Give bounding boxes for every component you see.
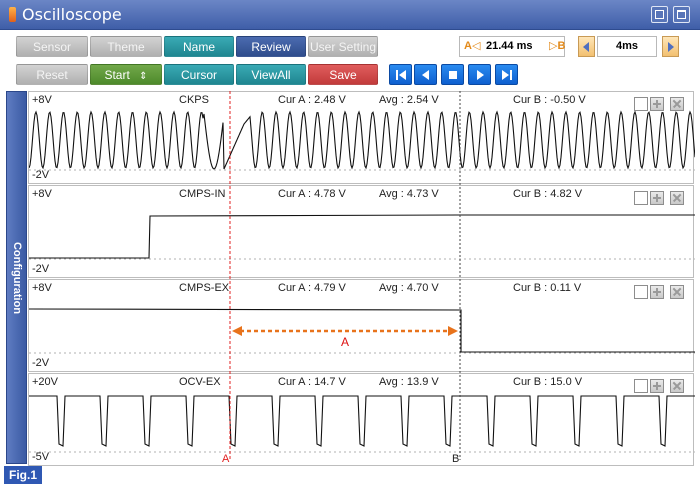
cursor-time-value: 21.44 ms — [486, 40, 533, 52]
reset-button[interactable]: Reset — [16, 64, 88, 85]
stop-button[interactable] — [441, 64, 464, 85]
channel-cmps-ex: +8V -2V CMPS-EX Cur A : 4.79 V Avg : 4.7… — [28, 279, 695, 372]
restore-window-icon[interactable] — [651, 6, 668, 23]
channel-avg: Avg : 4.73 V — [379, 188, 439, 200]
last-button[interactable] — [495, 64, 518, 85]
channel-top-scale: +8V — [32, 94, 52, 106]
channel-cur-a: Cur A : 4.79 V — [278, 282, 346, 294]
channel-select-checkbox[interactable] — [634, 285, 648, 299]
name-button[interactable]: Name — [164, 36, 234, 57]
channel-add-icon[interactable] — [650, 191, 664, 205]
channel-close-icon[interactable] — [670, 191, 684, 205]
channel-ckps: +8V -2V CKPS Cur A : 2.48 V Avg : 2.54 V… — [28, 91, 695, 184]
cursor-button[interactable]: Cursor — [164, 64, 234, 85]
cursor-a-marker: A◁ — [464, 40, 481, 52]
channel-name: CKPS — [179, 94, 209, 106]
channel-cur-b: Cur B : 0.11 V — [513, 282, 582, 294]
figure-label: Fig.1 — [4, 466, 42, 484]
channel-bottom-scale: -2V — [32, 357, 50, 369]
title-bar: Oscilloscope — [0, 0, 700, 30]
channel-cur-b: Cur B : -0.50 V — [513, 94, 586, 106]
previous-button[interactable] — [414, 64, 437, 85]
window-title: Oscilloscope — [22, 5, 122, 24]
channel-cur-b: Cur B : 15.0 V — [513, 376, 583, 388]
channel-close-icon[interactable] — [670, 379, 684, 393]
channel-select-checkbox[interactable] — [634, 379, 648, 393]
channel-bottom-scale: -5V — [32, 451, 50, 463]
channel-waveform — [29, 110, 695, 171]
stop-icon — [449, 71, 457, 79]
channel-ocv-ex: +20V -5V OCV-EX Cur A : 14.7 V Avg : 13.… — [28, 373, 695, 466]
channel-add-icon[interactable] — [650, 285, 664, 299]
first-button[interactable] — [389, 64, 412, 85]
channel-name: OCV-EX — [179, 376, 221, 388]
user-setting-button[interactable]: User Setting — [308, 36, 378, 57]
configuration-tab[interactable]: Configuration — [6, 91, 27, 464]
toolbar: Sensor Theme Name Review User Setting Re… — [0, 31, 700, 87]
viewall-button[interactable]: ViewAll — [236, 64, 306, 85]
channel-close-icon[interactable] — [670, 97, 684, 111]
channel-top-scale: +8V — [32, 188, 52, 200]
channel-cur-a: Cur A : 14.7 V — [278, 376, 346, 388]
channel-cmps-in: +8V -2V CMPS-IN Cur A : 4.78 V Avg : 4.7… — [28, 185, 695, 278]
skip-last-icon — [502, 70, 512, 80]
channel-top-scale: +20V — [32, 376, 58, 388]
start-button-label: Start — [104, 68, 130, 82]
scale-decrease-button[interactable] — [578, 36, 595, 57]
channel-avg: Avg : 13.9 V — [379, 376, 439, 388]
channel-bottom-scale: -2V — [32, 169, 50, 181]
sensor-button[interactable]: Sensor — [16, 36, 88, 57]
scale-increase-button[interactable] — [662, 36, 679, 57]
app-icon — [9, 7, 16, 22]
start-button[interactable]: Start ⇕ — [90, 64, 162, 85]
channel-select-checkbox[interactable] — [634, 191, 648, 205]
channel-close-icon[interactable] — [670, 285, 684, 299]
channel-top-scale: +8V — [32, 282, 52, 294]
arrow-right-icon — [668, 42, 674, 52]
channel-avg: Avg : 2.54 V — [379, 94, 439, 106]
channel-waveform — [29, 395, 695, 453]
channel-add-icon[interactable] — [650, 379, 664, 393]
channel-waveform — [29, 308, 695, 354]
time-scale-value[interactable]: 4ms — [597, 36, 657, 57]
start-stepper-icon: ⇕ — [139, 71, 148, 82]
play-icon — [477, 70, 484, 80]
play-back-icon — [422, 70, 429, 80]
channel-cur-a: Cur A : 2.48 V — [278, 94, 346, 106]
channel-avg: Avg : 4.70 V — [379, 282, 439, 294]
configuration-tab-label: Configuration — [11, 241, 23, 315]
channel-name: CMPS-EX — [179, 282, 230, 294]
review-button[interactable]: Review — [236, 36, 306, 57]
channel-name: CMPS-IN — [179, 188, 226, 200]
channel-select-checkbox[interactable] — [634, 97, 648, 111]
channel-add-icon[interactable] — [650, 97, 664, 111]
skip-first-icon — [396, 70, 406, 80]
maximize-window-icon[interactable] — [673, 6, 690, 23]
channel-cur-a: Cur A : 4.78 V — [278, 188, 346, 200]
play-button[interactable] — [468, 64, 491, 85]
arrow-left-icon — [583, 42, 589, 52]
channel-cur-b: Cur B : 4.82 V — [513, 188, 583, 200]
theme-button[interactable]: Theme — [90, 36, 162, 57]
channel-waveform — [29, 214, 695, 260]
cursor-b-marker: ▷B — [549, 40, 566, 52]
cursor-time-readout: A◁ 21.44 ms ▷B — [459, 36, 565, 57]
save-button[interactable]: Save — [308, 64, 378, 85]
channel-bottom-scale: -2V — [32, 263, 50, 275]
